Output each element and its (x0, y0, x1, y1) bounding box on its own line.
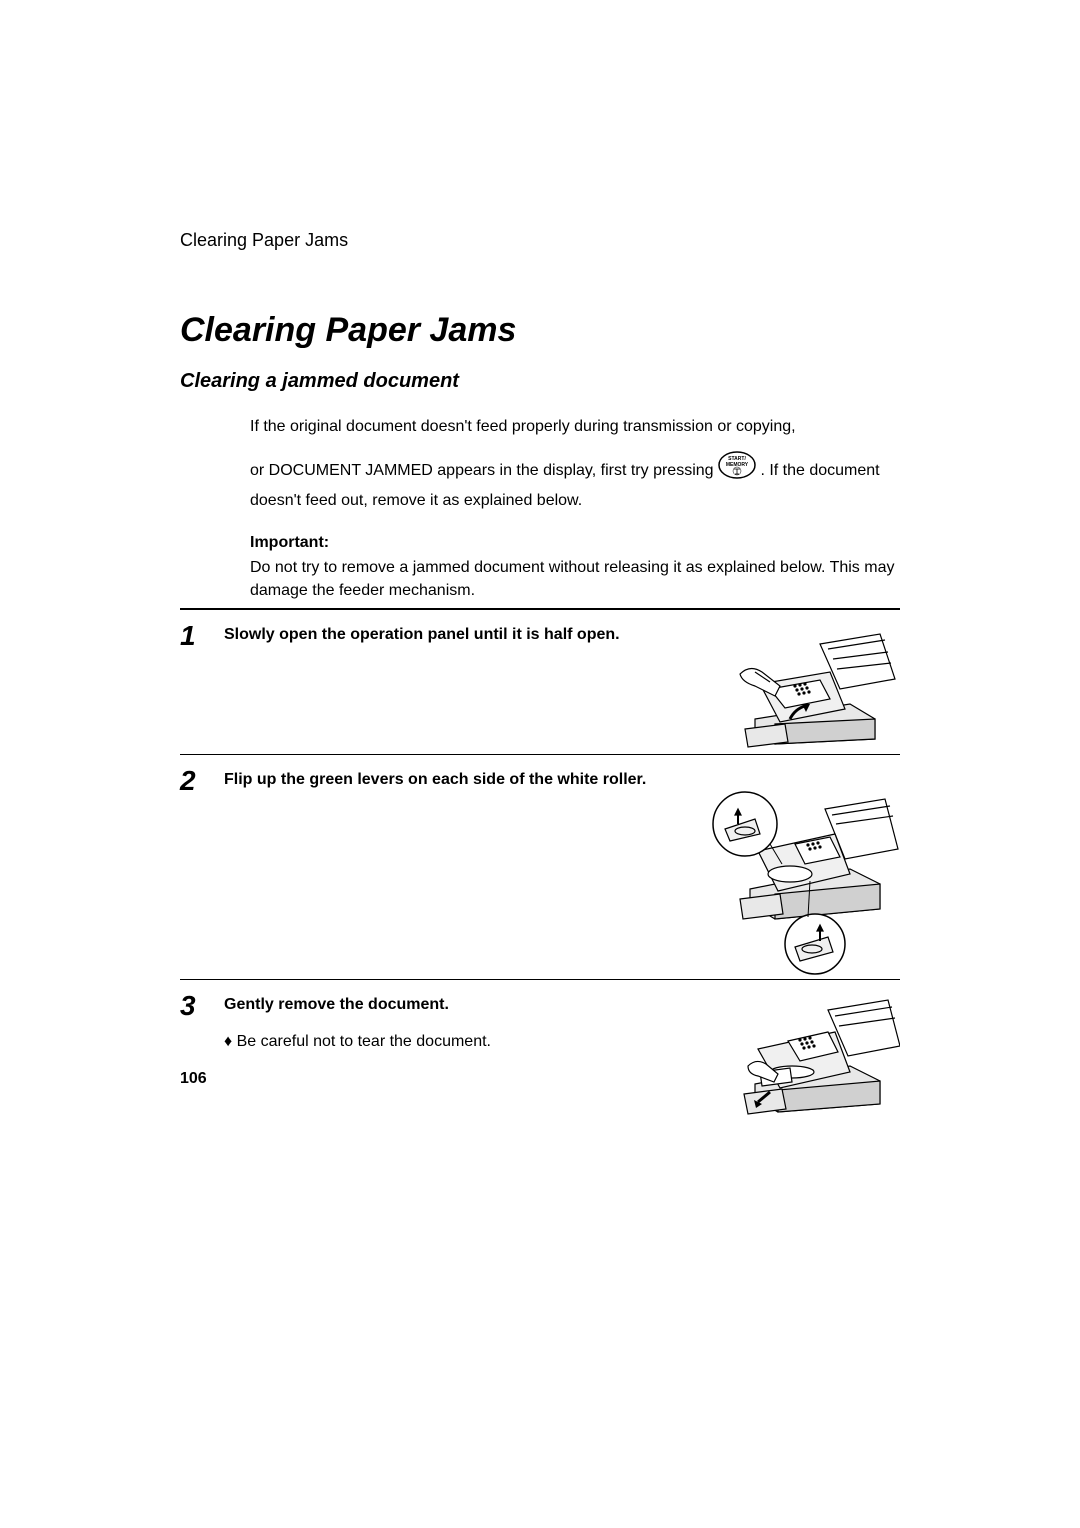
step-instruction: Gently remove the document. (224, 994, 674, 1016)
step-illustration (700, 624, 900, 754)
step-bullet: ♦ Be careful not to tear the document. (224, 1031, 674, 1053)
step-row: 2 Flip up the green levers on each side … (180, 755, 900, 979)
intro-paragraph-2: or DOCUMENT JAMMED appears in the displa… (250, 452, 900, 512)
important-text: Do not try to remove a jammed document w… (250, 556, 900, 602)
step-row: 3 Gently remove the document. ♦ Be caref… (180, 980, 900, 1124)
step-row: 1 Slowly open the operation panel until … (180, 610, 900, 754)
bullet-icon: ♦ (224, 1033, 237, 1050)
step-number: 1 (180, 622, 210, 650)
section-subtitle: Clearing a jammed document (180, 370, 900, 393)
intro-paragraph-1: If the original document doesn't feed pr… (250, 415, 900, 438)
start-memory-button-icon: START/ MEMORY (718, 450, 756, 487)
step-illustration (700, 769, 900, 979)
bullet-text: Be careful not to tear the document. (237, 1033, 491, 1050)
step-number: 2 (180, 767, 210, 795)
step-instruction: Flip up the green levers on each side of… (224, 769, 674, 791)
step-instruction: Slowly open the operation panel until it… (224, 624, 674, 646)
step-illustration (700, 994, 900, 1124)
header-label: Clearing Paper Jams (180, 230, 900, 251)
page-title: Clearing Paper Jams (180, 311, 900, 350)
intro-pre-text: or DOCUMENT JAMMED appears in the displa… (250, 462, 718, 479)
page-number: 106 (180, 1070, 207, 1088)
important-label: Important: (250, 531, 900, 554)
step-number: 3 (180, 992, 210, 1020)
